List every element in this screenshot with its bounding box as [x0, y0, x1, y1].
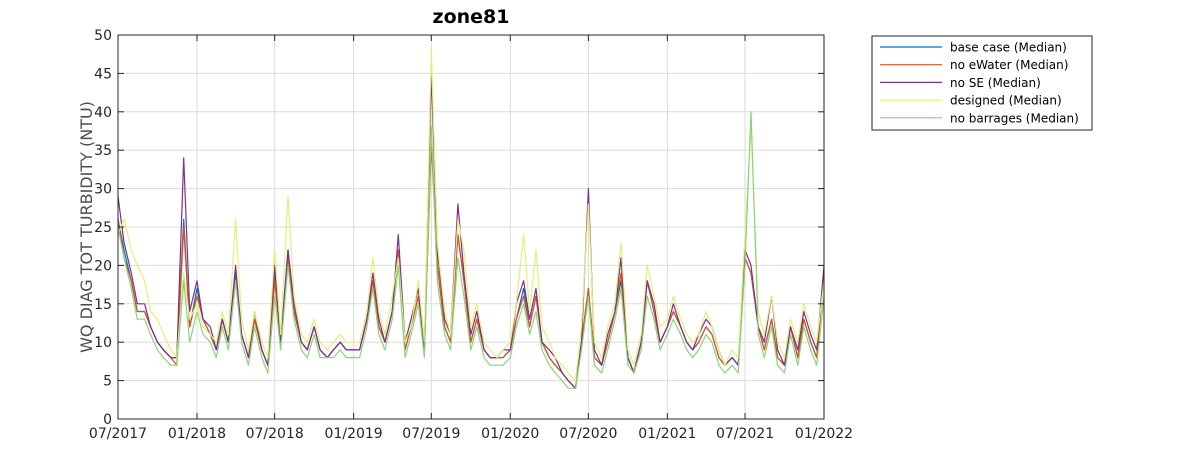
- y-tick-label: 50: [94, 28, 112, 44]
- x-tick-label: 07/2020: [559, 426, 617, 442]
- x-tick-label: 07/2021: [716, 426, 774, 442]
- chart-title: zone81: [433, 6, 510, 28]
- x-tick-label: 07/2019: [402, 426, 460, 442]
- axis-ticks: 07/2017 01/2018 07/2018 01/2019 07/2019 01/20…: [89, 28, 853, 442]
- x-tick-label: 01/2019: [325, 426, 383, 442]
- x-tick-label: 01/2022: [795, 426, 853, 442]
- y-tick-label: 0: [103, 412, 112, 428]
- y-tick-label: 40: [94, 105, 112, 121]
- x-tick-label: 01/2018: [168, 426, 226, 442]
- series-lines: [117, 49, 825, 389]
- y-axis-label: WQ DIAG TOT TURBIDITY (NTU): [77, 101, 96, 353]
- series-line-no-se-median: [117, 72, 825, 389]
- x-tick-label: 07/2017: [89, 426, 147, 442]
- legend-label: no eWater (Median): [950, 58, 1068, 72]
- y-tick-label: 20: [94, 258, 112, 274]
- legend-label: no barrages (Median): [950, 111, 1079, 125]
- y-tick-label: 45: [94, 66, 112, 82]
- series-line-designed-median: [117, 49, 825, 382]
- y-tick-label: 10: [94, 335, 112, 351]
- x-tick-label: 07/2018: [246, 426, 304, 442]
- x-tick-label: 01/2020: [481, 426, 539, 442]
- x-tick-label: 01/2021: [638, 426, 696, 442]
- legend-label: base case (Median): [950, 41, 1067, 55]
- y-tick-label: 30: [94, 182, 112, 198]
- y-tick-label: 35: [94, 143, 112, 159]
- legend-label: designed (Median): [950, 94, 1062, 108]
- legend: base case (Median) no eWater (Median) no S…: [871, 35, 1093, 131]
- series-line-no-barrages-median: [117, 111, 825, 389]
- legend-label: no SE (Median): [950, 76, 1041, 90]
- y-tick-label: 25: [94, 220, 112, 236]
- y-tick-label: 15: [94, 297, 112, 313]
- y-tick-label: 5: [103, 374, 112, 390]
